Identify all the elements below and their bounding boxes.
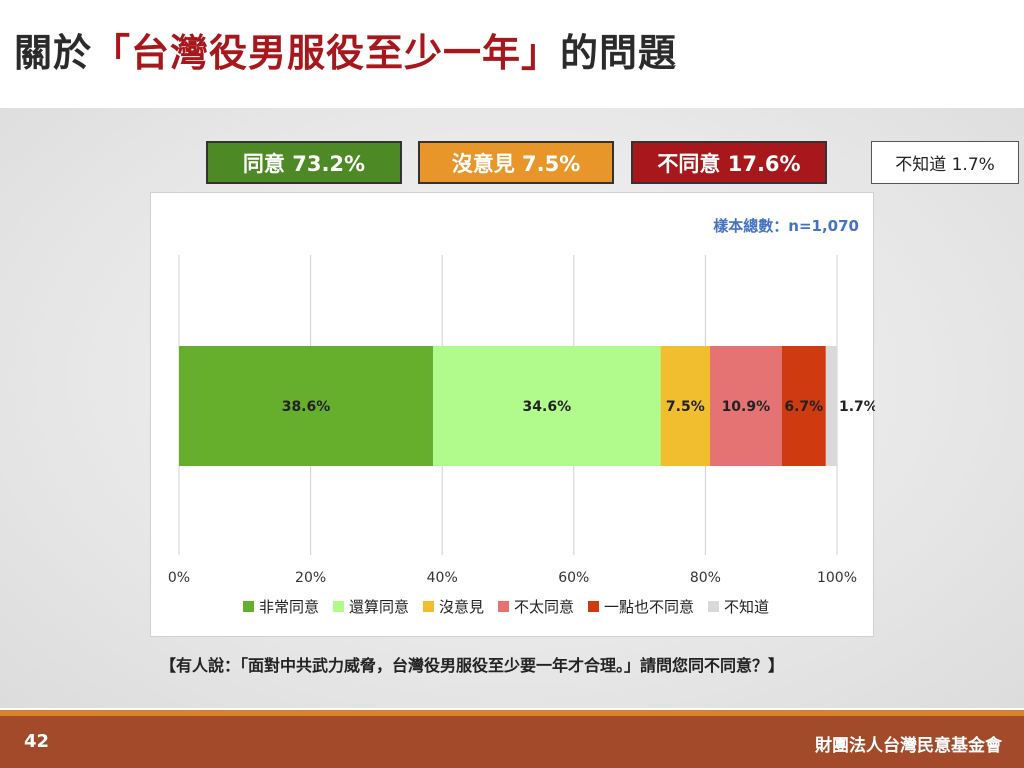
data-label: 7.5% (666, 399, 705, 415)
bar-segment (825, 346, 837, 466)
legend-label: 沒意見 (439, 598, 484, 616)
summary-neutral-box: 沒意見 7.5% (418, 141, 614, 184)
data-label: 10.9% (722, 399, 771, 415)
chart-panel: 樣本總數：n=1,070 0% 20% 40% 60% 80% 100% 38.6% 34.6… (150, 192, 875, 637)
x-tick-label: 60% (558, 570, 589, 586)
x-tick-label: 20% (295, 570, 326, 586)
organization-name: 財團法人台灣民意基金會 (815, 736, 1002, 756)
legend-swatch (243, 601, 254, 612)
x-tick-label: 0% (168, 570, 190, 586)
legend-label: 還算同意 (349, 598, 409, 616)
legend-label: 不知道 (724, 598, 769, 616)
title-prefix: 關於 (14, 31, 93, 75)
stacked-bar-chart: 0% 20% 40% 60% 80% 100% 38.6% 34.6% 7.5% 10.9% 6.7… (168, 255, 875, 616)
sample-size-note: 樣本總數：n=1,070 (713, 217, 859, 235)
legend-label: 不太同意 (514, 598, 574, 616)
footer-bar: 42 財團法人台灣民意基金會 (0, 716, 1024, 768)
bar-segment (179, 346, 433, 466)
bar-segment (432, 346, 661, 466)
legend-swatch (708, 601, 719, 612)
x-tick-label: 100% (817, 570, 857, 586)
page-title: 關於「台灣役男服役至少一年」的問題 (14, 22, 677, 77)
x-tick-label: 80% (690, 570, 721, 586)
legend-swatch (498, 601, 509, 612)
summary-agree-box: 同意 73.2% (206, 141, 402, 184)
title-highlight: 「台灣役男服役至少一年」 (92, 31, 561, 75)
legend-swatch (333, 601, 344, 612)
summary-unknown-box: 不知道 1.7% (871, 141, 1019, 184)
data-label: 34.6% (523, 399, 572, 415)
data-label: 6.7% (784, 399, 823, 415)
data-label: 38.6% (282, 399, 331, 415)
legend-label: 非常同意 (259, 598, 319, 616)
survey-question: 【有人說：「面對中共武力威脅，台灣役男服役至少要一年才合理。」請問您同不同意？】 (160, 656, 785, 675)
legend-swatch (423, 601, 434, 612)
x-tick-label: 40% (427, 570, 458, 586)
page-number: 42 (24, 731, 50, 752)
legend-label: 一點也不同意 (604, 598, 694, 616)
bar-segment (710, 346, 782, 466)
summary-disagree-box: 不同意 17.6% (631, 141, 827, 184)
legend-swatch (588, 601, 599, 612)
bar-segment (781, 346, 826, 466)
footer-accent-line (0, 710, 1024, 716)
title-suffix: 的問題 (560, 31, 678, 75)
data-label: 1.7% (839, 399, 875, 415)
bar-segment (660, 346, 711, 466)
